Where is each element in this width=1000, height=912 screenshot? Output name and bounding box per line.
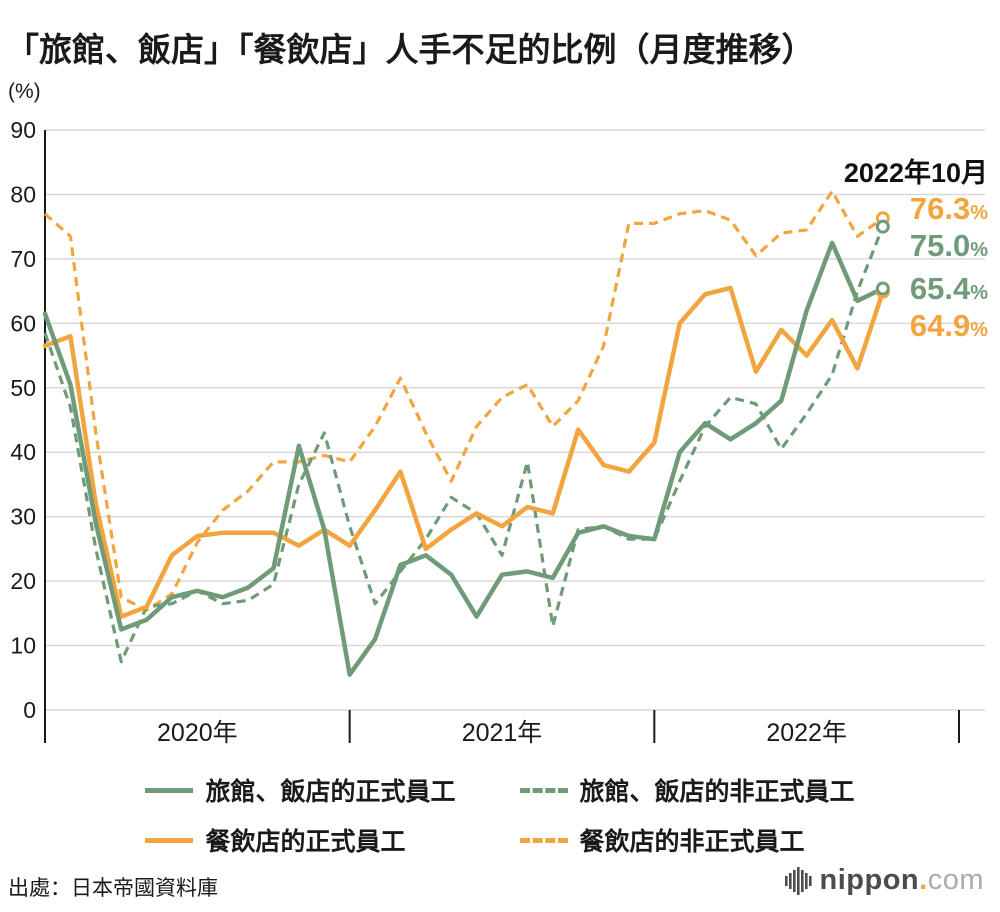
line-chart: 0 10 20 30 40 50 60 70 80 90 2020年 2021年 2022年 2022年1…	[10, 117, 988, 747]
y-tick-label: 90	[10, 117, 36, 143]
legend-label-hotel-nonregular: 旅館、飯店的非正式員工	[579, 778, 855, 806]
page-title: 「旅館、飯店」「餐飲店」人手不足的比例（月度推移）	[6, 31, 815, 69]
annotation-date: 2022年10月	[844, 157, 988, 188]
logo-dot: .	[919, 864, 928, 896]
y-tick-label: 80	[10, 181, 36, 207]
series-line-2	[42, 285, 886, 619]
y-tick-label: 0	[23, 697, 36, 723]
annotation-value-3: 64.9%	[910, 308, 988, 343]
legend-item-restaurant-nonregular: 餐飲店的非正式員工	[519, 822, 855, 858]
y-tick-label: 50	[10, 375, 36, 401]
logo-tld: com	[927, 864, 984, 896]
legend-line-sample-orange-solid	[145, 837, 194, 843]
annotation-value-0: 76.3%	[910, 191, 988, 226]
x-year-label: 2022年	[766, 719, 847, 747]
logo-bars-icon	[784, 866, 812, 895]
logo-brand: nippon	[819, 864, 920, 896]
series-line-0	[42, 240, 886, 677]
legend-item-restaurant-regular: 餐飲店的正式員工	[145, 822, 455, 858]
y-tick-label: 40	[10, 439, 36, 465]
y-axis-unit-label: (%)	[8, 80, 41, 103]
y-tick-label: 60	[10, 310, 36, 336]
legend-line-sample-orange-dashed	[519, 837, 568, 843]
legend-label-restaurant-nonregular: 餐飲店的非正式員工	[579, 828, 805, 856]
endpoint-marker-1	[875, 219, 890, 234]
legend-label-restaurant-regular: 餐飲店的正式員工	[205, 828, 406, 856]
legend-grid: 旅館、飯店的正式員工 旅館、飯店的非正式員工 餐飲店的正式員工 餐飲店的非正式員…	[145, 772, 855, 858]
annotation-value-2: 65.4%	[910, 271, 988, 306]
legend-line-sample-green-solid	[145, 787, 194, 793]
y-tick-label: 30	[10, 504, 36, 530]
logo-text: nippon.com	[820, 864, 985, 897]
series-line-1	[43, 226, 885, 664]
legend-line-sample-green-dashed	[519, 787, 568, 793]
legend-item-hotel-nonregular: 旅館、飯店的非正式員工	[519, 772, 855, 808]
endpoint-marker-0	[875, 281, 890, 296]
series-line-3	[43, 189, 884, 612]
legend: 旅館、飯店的正式員工 旅館、飯店的非正式員工 餐飲店的正式員工 餐飲店的非正式員…	[0, 772, 1000, 858]
y-tick-label: 20	[10, 568, 36, 594]
x-year-label: 2020年	[157, 719, 238, 747]
annotation-value-1: 75.0%	[910, 228, 988, 263]
y-tick-label: 70	[10, 246, 36, 272]
legend-item-hotel-regular: 旅館、飯店的正式員工	[145, 772, 456, 808]
nippon-logo: nippon.com	[784, 864, 985, 897]
y-tick-label: 10	[10, 633, 36, 659]
x-year-label: 2021年	[462, 719, 543, 747]
legend-label-hotel-regular: 旅館、飯店的正式員工	[205, 778, 456, 806]
source-note: 出處：日本帝國資料庫	[8, 877, 218, 900]
